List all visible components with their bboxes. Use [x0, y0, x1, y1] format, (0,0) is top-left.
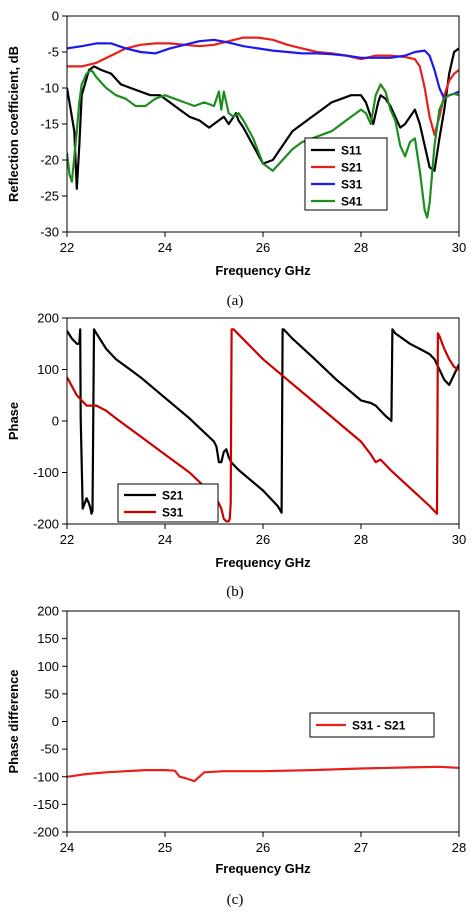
plot-frame — [66, 610, 460, 833]
x-tick-label: 24 — [158, 240, 172, 255]
y-tick-label: 100 — [37, 362, 59, 377]
plot-frame — [66, 317, 460, 525]
y-tick-label: -50 — [40, 742, 59, 757]
figure-caption: (a) — [227, 293, 244, 309]
y-tick-label: -20 — [40, 153, 59, 168]
figure-caption: (b) — [226, 584, 244, 600]
x-tick-label: 26 — [256, 532, 270, 547]
legend-label: S11 — [341, 143, 362, 157]
legend: S31 - S21 — [309, 712, 435, 738]
y-axis-label: Reflection coefficient, dB — [6, 46, 21, 202]
x-tick-label: 28 — [354, 240, 368, 255]
x-tick-label: 24 — [60, 840, 74, 855]
series-line-s31-s21 — [67, 765, 459, 783]
x-tick-label: 28 — [452, 840, 466, 855]
x-axis-label: Frequency GHz — [215, 861, 311, 876]
y-tick-label: -25 — [40, 189, 59, 204]
y-axis-label: Phase — [6, 402, 21, 440]
y-tick-label: 200 — [37, 311, 59, 326]
x-tick-label: 26 — [256, 840, 270, 855]
y-tick-label: -150 — [33, 797, 59, 812]
y-tick-label: 50 — [45, 686, 59, 701]
y-tick-label: -100 — [33, 465, 59, 480]
figure-caption: (c) — [227, 892, 244, 908]
legend: S11 S21 S31 S41 — [304, 137, 388, 211]
x-tick-label: 26 — [256, 240, 270, 255]
x-tick-label: 22 — [60, 240, 74, 255]
legend-label: S41 — [341, 194, 363, 208]
series-line-s11 — [67, 47, 459, 190]
y-tick-label: 100 — [37, 659, 59, 674]
series-line-s21 — [67, 328, 459, 515]
legend-label: S21 — [162, 488, 184, 502]
plot-frame — [66, 15, 460, 233]
series-line-s41 — [67, 68, 459, 219]
legend-label: S21 — [341, 160, 363, 174]
x-tick-label: 27 — [354, 840, 368, 855]
y-tick-label: 150 — [37, 631, 59, 646]
y-tick-label: -5 — [47, 45, 59, 60]
series-line-s21 — [67, 36, 459, 136]
x-tick-label: 30 — [452, 240, 466, 255]
y-tick-label: 200 — [37, 604, 59, 619]
x-tick-label: 22 — [60, 532, 74, 547]
y-tick-label: -30 — [40, 225, 59, 240]
x-tick-label: 30 — [452, 532, 466, 547]
y-tick-label: -100 — [33, 769, 59, 784]
y-tick-label: 0 — [52, 714, 59, 729]
y-tick-label: -200 — [33, 517, 59, 532]
legend-label: S31 - S21 — [352, 718, 406, 732]
x-axis-label: Frequency GHz — [215, 555, 311, 570]
series-line-s31 — [67, 38, 459, 100]
y-tick-label: -10 — [40, 81, 59, 96]
series-line-s31 — [67, 328, 459, 523]
y-tick-label: 0 — [52, 9, 59, 24]
x-tick-label: 25 — [158, 840, 172, 855]
y-tick-label: -15 — [40, 117, 59, 132]
x-tick-label: 28 — [354, 532, 368, 547]
x-axis-label: Frequency GHz — [215, 263, 311, 278]
y-tick-label: 0 — [52, 414, 59, 429]
legend-label: S31 — [162, 505, 184, 519]
y-axis-label: Phase difference — [6, 669, 21, 773]
legend-box — [117, 483, 219, 523]
x-tick-label: 24 — [158, 532, 172, 547]
legend-label: S31 — [341, 177, 363, 191]
y-tick-label: -200 — [33, 825, 59, 840]
